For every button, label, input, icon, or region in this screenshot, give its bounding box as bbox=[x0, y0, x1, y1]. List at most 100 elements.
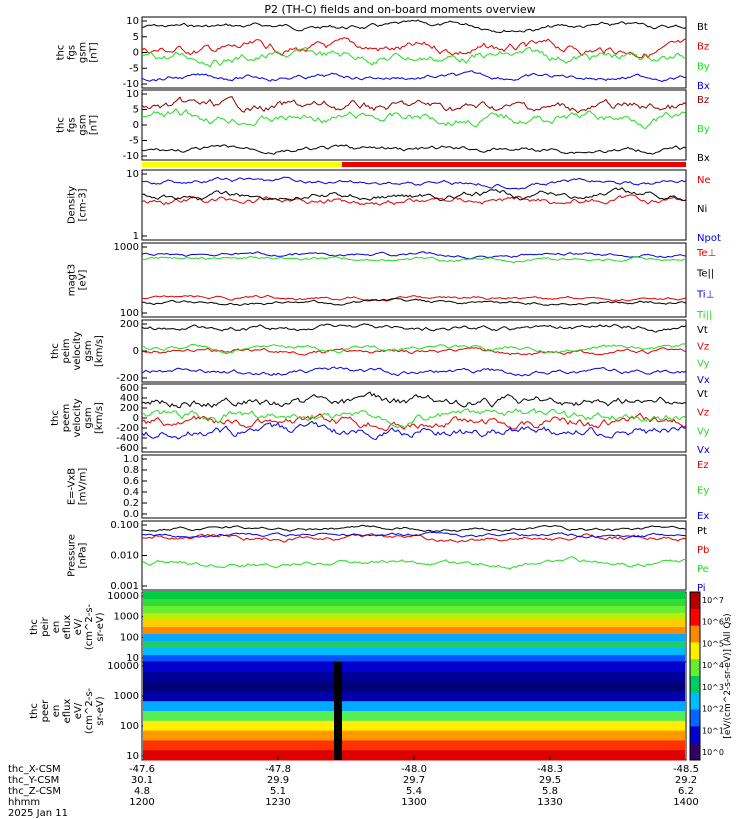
legend-fgs-By: By bbox=[697, 61, 710, 72]
legend-fgs_dsl-Bz: Bz bbox=[697, 95, 709, 106]
legend-pressure-Pb: Pb bbox=[697, 545, 709, 556]
mode-bar-fast bbox=[342, 162, 686, 167]
colorbar-tick: 10^0 bbox=[702, 748, 724, 757]
ytick-label: -200 bbox=[116, 373, 139, 384]
spectrogram-band bbox=[143, 662, 685, 673]
spectrogram-band bbox=[143, 720, 685, 732]
footer-value: 29.5 bbox=[538, 775, 562, 786]
footer-value: 1300 bbox=[401, 797, 427, 808]
footer-row: thc_Z-CSM 4.8 5.1 5.4 5.8 6.2 bbox=[8, 786, 694, 797]
spectrogram-band bbox=[143, 671, 685, 683]
series-Vy bbox=[141, 407, 687, 429]
ytick-label: 10000 bbox=[107, 661, 139, 672]
ytick-label: -5 bbox=[129, 63, 139, 74]
footer-value: 5.8 bbox=[542, 786, 558, 797]
series-Vx bbox=[141, 366, 687, 377]
ytick-label: 400 bbox=[120, 393, 139, 404]
ylabel-fgs_dsl: thcfgsgsm[nT] bbox=[56, 114, 100, 135]
footer-value: -48.3 bbox=[537, 764, 563, 775]
colorbar-segment bbox=[690, 709, 700, 727]
ytick-label: -10 bbox=[123, 79, 139, 90]
footer-row: hhmm 1200 1230 1300 1330 1400 bbox=[8, 797, 699, 808]
ytick-label: 200 bbox=[120, 403, 139, 414]
ytick-label: 0 bbox=[133, 346, 139, 357]
ytick-label: 0.001 bbox=[110, 581, 139, 592]
spectrogram-band bbox=[143, 701, 685, 712]
ytick-label: -10 bbox=[123, 151, 139, 162]
ytick-label: -400 bbox=[116, 433, 139, 444]
footer-label: thc_Z-CSM bbox=[8, 786, 61, 797]
legend-fgs-Bz: Bz bbox=[697, 42, 709, 53]
legend-peim-Vt: Vt bbox=[697, 325, 708, 336]
colorbar-segment bbox=[690, 676, 700, 694]
ytick-label: 0 bbox=[133, 120, 139, 131]
legend-peem-Vy: Vy bbox=[697, 426, 710, 437]
footer-label: thc_Y-CSM bbox=[8, 775, 60, 786]
ytick-label: 10000 bbox=[107, 591, 139, 602]
footer-value: 1330 bbox=[537, 797, 563, 808]
footer-value: 29.7 bbox=[402, 775, 426, 786]
ytick-label: -5 bbox=[129, 136, 139, 147]
ytick-label: 1000 bbox=[114, 691, 139, 702]
ytick-label: 0.4 bbox=[123, 487, 139, 498]
legend-peim-Vy: Vy bbox=[697, 358, 710, 369]
ylabel-fgs: thcfgsgsm[nT] bbox=[56, 42, 100, 63]
ytick-label: 0.100 bbox=[110, 520, 139, 531]
ytick-label: 100 bbox=[120, 721, 139, 732]
ylabel-peim: thcpeimvelocitygsm[km/s] bbox=[50, 331, 105, 370]
spectrogram-band bbox=[143, 606, 685, 614]
footer-label: hhmm bbox=[8, 797, 41, 808]
colorbar-tick: 10^4 bbox=[702, 661, 724, 670]
footer-value: 6.2 bbox=[678, 786, 694, 797]
series-Bx bbox=[141, 144, 687, 155]
series-Vz bbox=[141, 412, 687, 432]
footer-value: 4.8 bbox=[134, 786, 150, 797]
colorbar-segment bbox=[690, 659, 700, 677]
ytick-label: 1 bbox=[133, 231, 139, 242]
spectrogram-band bbox=[143, 592, 685, 600]
spectrogram-band bbox=[143, 691, 685, 702]
ytick-label: 10 bbox=[126, 89, 139, 100]
colorbar-segment bbox=[690, 592, 700, 610]
ytick-label: 0.2 bbox=[123, 498, 139, 509]
ytick-label: 1.0 bbox=[123, 454, 139, 465]
panel-frame-temp bbox=[141, 242, 687, 318]
series-Vt bbox=[141, 391, 687, 409]
ytick-label: 10 bbox=[126, 751, 139, 762]
ylabel-temp: magt3[eV] bbox=[67, 264, 89, 297]
spectrogram-band bbox=[143, 627, 685, 635]
ylabel-peir: thcpeirenefluxeV/(cm^2-s-sr-eV) bbox=[29, 603, 106, 650]
panel-frame-efield bbox=[141, 454, 687, 519]
series-Bz bbox=[141, 37, 687, 59]
colorbar-tick: 10^7 bbox=[702, 596, 724, 605]
series-Pe bbox=[141, 556, 686, 570]
legend-pressure-Pi: Pi bbox=[697, 583, 706, 594]
ytick-label: -200 bbox=[116, 423, 139, 434]
ytick-label: -600 bbox=[116, 443, 139, 454]
legend-efield-Ez: Ez bbox=[697, 460, 709, 471]
ytick-label: 0 bbox=[133, 48, 139, 59]
footer-value: -48.5 bbox=[673, 764, 699, 775]
series-Bx bbox=[141, 70, 687, 83]
series-Vz bbox=[141, 347, 687, 356]
colorbar-segment bbox=[690, 642, 700, 660]
ytick-label: 100 bbox=[120, 308, 139, 319]
legend-efield-Ex: Ex bbox=[697, 511, 709, 522]
colorbar-tick: 10^3 bbox=[702, 683, 724, 692]
series-By bbox=[141, 46, 687, 68]
spectrogram-band bbox=[143, 655, 685, 663]
footer-value: 29.2 bbox=[674, 775, 698, 786]
ytick-label: 5 bbox=[133, 105, 139, 116]
plot-title: P2 (TH-C) fields and on-board moments ov… bbox=[264, 3, 535, 16]
panel-frame-pressure bbox=[141, 520, 687, 591]
footer-value: -47.6 bbox=[129, 764, 155, 775]
series-Ti-perp bbox=[141, 251, 687, 260]
spectrogram-band bbox=[143, 634, 685, 642]
series-Pi bbox=[141, 531, 687, 539]
spectrogram-band bbox=[143, 740, 685, 751]
legend-efield-Ey: Ey bbox=[697, 486, 709, 497]
colorbar-tick: 10^2 bbox=[702, 705, 724, 714]
spectrogram-band bbox=[143, 648, 685, 656]
footer-value: 29.9 bbox=[266, 775, 290, 786]
ytick-label: 1000 bbox=[114, 612, 139, 623]
